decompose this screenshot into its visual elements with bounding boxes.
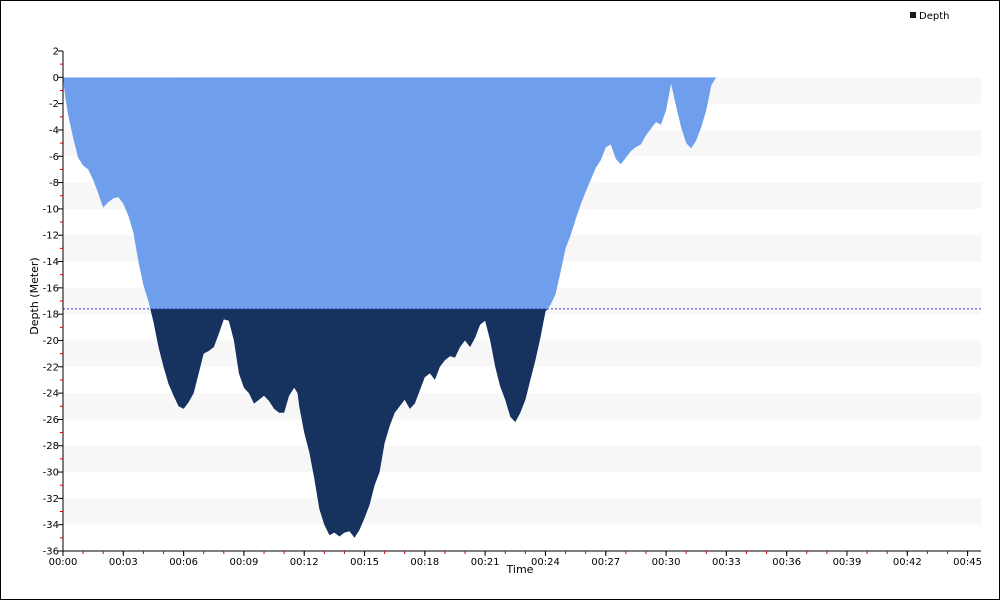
y-tick-label: -28 [43,441,59,452]
y-tick-label: -14 [43,257,59,268]
grid-band [63,445,981,473]
y-tick-label: -18 [43,310,59,321]
y-tick-label: -32 [43,494,59,505]
y-tick-label: -30 [43,468,59,479]
legend: Depth [910,11,949,22]
x-tick-label: 00:03 [109,557,138,568]
x-tick-label: 00:06 [169,557,198,568]
x-tick-label: 00:39 [833,557,862,568]
y-axis-ticks: 2 0 -2 -4 -6 -8 -10 -12 -14 -16 -18 -20 -22 -24 -26 -28… [43,47,63,558]
x-tick-label: 00:24 [531,557,560,568]
x-tick-label: 00:30 [652,557,681,568]
x-tick-label: 00:12 [290,557,319,568]
x-tick-label: 00:21 [471,557,500,568]
y-tick-label: -34 [43,520,59,531]
x-tick-label: 00:36 [772,557,801,568]
y-axis-title: Depth (Meter) [28,257,41,334]
y-tick-label: 2 [53,47,59,58]
y-tick-label: -16 [43,283,59,294]
y-tick-label: 0 [53,73,59,84]
legend-swatch-depth [910,12,916,18]
y-tick-label: -4 [49,125,59,136]
depth-area-group [63,77,717,538]
x-axis-ticks: 00:00 00:03 00:06 00:09 00:12 00:15 00:18 00:21… [49,551,982,568]
x-tick-label: 00:00 [49,557,78,568]
y-tick-label: -8 [49,178,59,189]
x-tick-label: 00:45 [953,557,982,568]
x-axis-title: Time [506,563,534,576]
y-tick-label: -36 [43,547,59,558]
y-tick-label: -22 [43,362,59,373]
y-tick-label: -10 [43,204,59,215]
grid-band [63,498,981,525]
x-tick-label: 00:15 [350,557,379,568]
x-tick-label: 00:09 [230,557,259,568]
y-tick-label: -2 [49,99,59,110]
x-tick-label: 00:27 [591,557,620,568]
x-tick-label: 00:42 [893,557,922,568]
y-tick-label: -26 [43,415,59,426]
x-tick-label: 00:33 [712,557,741,568]
y-tick-label: -20 [43,336,59,347]
depth-area-shallow [63,77,717,309]
y-tick-label: -12 [43,231,59,242]
y-tick-label: -6 [49,152,59,163]
x-tick-label: 00:18 [410,557,439,568]
y-tick-label: -24 [43,389,59,400]
legend-label-depth: Depth [919,11,949,22]
depth-area-deep [150,308,548,538]
